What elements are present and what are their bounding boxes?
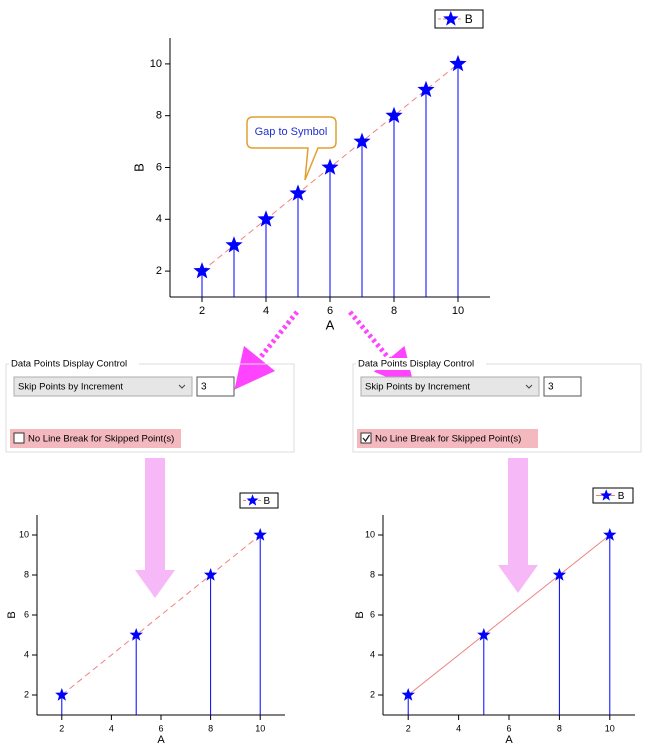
- callout: Gap to Symbol: [246, 116, 337, 181]
- panel-title: Data Points Display Control: [358, 359, 474, 370]
- series-line: [61, 534, 261, 696]
- star-marker: [203, 568, 218, 581]
- y-tick-label: 2: [24, 689, 29, 699]
- y-tick-label: 6: [370, 609, 375, 619]
- y-tick-label: 10: [19, 529, 29, 539]
- y-tick-label: 2: [156, 265, 162, 277]
- y-tick-label: 6: [24, 609, 29, 619]
- star-marker: [417, 80, 435, 98]
- x-axis-label: A: [326, 317, 335, 332]
- x-tick-label: 10: [605, 723, 615, 733]
- chart: 2 4 6 8 10 2 4 6 8 10 A B B: [354, 487, 635, 746]
- star-marker: [289, 184, 307, 201]
- star-marker: [401, 688, 415, 701]
- x-tick-label: 6: [158, 723, 163, 733]
- panel-title-bg: [356, 358, 486, 370]
- dropdown[interactable]: [13, 376, 193, 397]
- y-axis-label: B: [131, 163, 146, 172]
- panels: Data Points Display Control Skip Points b…: [5, 358, 642, 453]
- y-axis-label: B: [354, 611, 366, 618]
- y-tick-label: 4: [24, 649, 29, 659]
- y-axis-label: B: [6, 611, 18, 618]
- x-tick-label: 10: [452, 305, 464, 317]
- x-tick-label: 6: [327, 305, 333, 317]
- x-tick-label: 8: [391, 305, 397, 317]
- checkbox[interactable]: [360, 432, 372, 444]
- dropdown-text: Skip Points by Increment: [18, 382, 123, 393]
- y-tick-label: 6: [156, 161, 162, 173]
- chart: 2 4 6 8 10 2 4 6 8 10 A B B: [6, 492, 285, 746]
- star-marker: [129, 628, 143, 641]
- increment-input[interactable]: [543, 376, 582, 397]
- x-tick-label: 8: [208, 723, 213, 733]
- x-tick-label: 4: [456, 723, 461, 733]
- y-tick-label: 8: [156, 110, 162, 122]
- dropdown[interactable]: [360, 376, 540, 397]
- checkmark: [362, 434, 371, 443]
- series-line: [407, 534, 611, 696]
- panel-title-bg: [9, 358, 139, 370]
- star-marker: [552, 568, 567, 581]
- x-tick-label: 8: [557, 723, 562, 733]
- callout-text: Gap to Symbol: [255, 126, 328, 138]
- legend-star: [443, 10, 459, 26]
- panel-title: Data Points Display Control: [11, 359, 127, 370]
- star-marker: [321, 158, 339, 175]
- x-axis-label: A: [157, 734, 165, 746]
- dropdown-caret: [178, 384, 186, 389]
- x-tick-label: 2: [406, 723, 411, 733]
- increment-value: 3: [548, 382, 554, 393]
- increment-input[interactable]: [196, 376, 235, 397]
- y-tick-label: 8: [370, 569, 375, 579]
- dropdown-text: Skip Points by Increment: [365, 382, 470, 393]
- arrow: [135, 458, 175, 598]
- y-tick-label: 2: [370, 689, 375, 699]
- x-tick-label: 4: [263, 305, 269, 317]
- dropdown-caret: [525, 384, 533, 389]
- star-marker: [353, 132, 371, 149]
- star-marker: [253, 528, 267, 541]
- legend-label: B: [264, 496, 271, 507]
- legend-label: B: [618, 491, 625, 502]
- checkbox-highlight: [10, 429, 181, 448]
- legend-star: [600, 489, 613, 501]
- y-tick-label: 4: [370, 649, 375, 659]
- legend-star: [246, 494, 259, 506]
- y-tick-label: 10: [365, 529, 375, 539]
- star-marker: [385, 106, 403, 123]
- arrow: [234, 310, 299, 390]
- star-marker: [449, 54, 467, 72]
- panel-border: [5, 363, 295, 453]
- star-marker: [257, 210, 275, 227]
- y-tick-label: 4: [156, 213, 162, 225]
- y-tick-label: 8: [24, 569, 29, 579]
- increment-value: 3: [201, 382, 207, 393]
- charts: 2 4 6 8 10 2 4 6 8 10 A B B 2 4 6 8 10 2 4 6 8 10 A B B 2 4 6 8 10 2 4 6 8…: [6, 9, 635, 746]
- chart: 2 4 6 8 10 2 4 6 8 10 A B B: [131, 9, 490, 332]
- arrow: [498, 458, 538, 593]
- checkbox-label: No Line Break for Skipped Point(s): [375, 434, 521, 445]
- legend-label: B: [465, 12, 473, 26]
- checkbox-label: No Line Break for Skipped Point(s): [28, 434, 174, 445]
- y-tick-label: 10: [150, 58, 162, 70]
- checkbox-highlight: [357, 429, 538, 448]
- x-tick-label: 10: [255, 723, 265, 733]
- panel-border: [352, 363, 642, 453]
- checkbox[interactable]: [13, 432, 25, 444]
- x-tick-label: 4: [109, 723, 114, 733]
- star-marker: [603, 528, 617, 541]
- x-tick-label: 2: [59, 723, 64, 733]
- x-tick-label: 2: [199, 305, 205, 317]
- star-marker: [193, 262, 211, 279]
- star-marker: [225, 236, 243, 253]
- star-marker: [477, 628, 491, 641]
- x-tick-label: 6: [506, 723, 511, 733]
- x-axis-label: A: [505, 734, 513, 746]
- star-marker: [55, 688, 69, 701]
